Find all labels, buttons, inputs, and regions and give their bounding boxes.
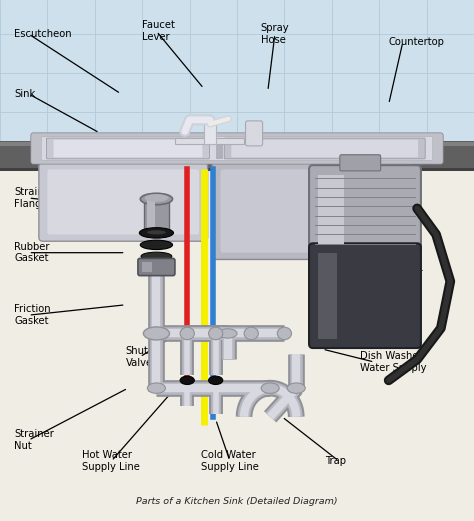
Ellipse shape [244,327,258,340]
Ellipse shape [141,252,172,260]
Text: Strainer
Nut: Strainer Nut [14,429,54,451]
Ellipse shape [209,327,223,340]
Text: Escutcheon: Escutcheon [14,29,72,39]
Ellipse shape [218,329,237,338]
Bar [318,253,337,339]
Ellipse shape [147,383,165,393]
FancyBboxPatch shape [220,169,405,253]
FancyBboxPatch shape [340,155,381,171]
FancyBboxPatch shape [309,243,421,348]
FancyBboxPatch shape [54,140,202,157]
Ellipse shape [277,327,292,340]
Bar [175,138,244,144]
Bar [0,0,474,151]
Text: Countertop: Countertop [389,36,445,47]
Text: Rubber
Gasket: Rubber Gasket [14,242,50,264]
Bar [0,141,474,169]
Text: Shutoff
Valve: Shutoff Valve [126,346,162,368]
Ellipse shape [209,376,223,384]
Ellipse shape [140,193,173,205]
Ellipse shape [145,194,168,202]
Text: Cold Water
Supply Line: Cold Water Supply Line [201,450,259,472]
Text: Dish Washer
Drain Hose: Dish Washer Drain Hose [360,268,423,290]
Ellipse shape [147,230,166,234]
Ellipse shape [140,240,173,250]
FancyBboxPatch shape [31,133,443,164]
Ellipse shape [139,228,173,238]
Text: Sink: Sink [14,89,36,99]
Text: Hot Water
Supply Line: Hot Water Supply Line [82,450,140,472]
Bar [144,198,169,232]
FancyBboxPatch shape [224,138,425,159]
FancyBboxPatch shape [138,258,175,276]
FancyBboxPatch shape [46,138,210,159]
Bar [204,119,216,144]
Ellipse shape [180,327,194,340]
FancyBboxPatch shape [39,163,208,241]
Ellipse shape [143,327,170,340]
Text: Parts of a Kitchen Sink (Detailed Diagram): Parts of a Kitchen Sink (Detailed Diagra… [136,498,338,506]
Text: Dish Washer
Water Supply: Dish Washer Water Supply [360,351,427,373]
Bar [0,142,474,146]
Text: Friction
Gasket: Friction Gasket [14,304,51,326]
FancyBboxPatch shape [212,163,414,259]
FancyBboxPatch shape [231,140,418,157]
FancyBboxPatch shape [246,121,263,146]
FancyBboxPatch shape [47,169,199,234]
Text: Faucet
Lever: Faucet Lever [142,20,175,42]
Bar [142,262,152,272]
Bar [147,198,155,232]
Bar [318,175,344,245]
Ellipse shape [180,376,194,384]
Bar [216,138,223,159]
FancyBboxPatch shape [41,137,433,160]
Bar [0,168,474,171]
Ellipse shape [261,383,279,393]
Ellipse shape [287,383,305,393]
Text: Spray
Hose: Spray Hose [261,23,289,45]
Text: Garbage
Disposer: Garbage Disposer [374,184,418,206]
Text: Trap: Trap [325,456,346,466]
FancyBboxPatch shape [309,165,421,254]
Text: Strainer
Flange: Strainer Flange [14,187,54,209]
